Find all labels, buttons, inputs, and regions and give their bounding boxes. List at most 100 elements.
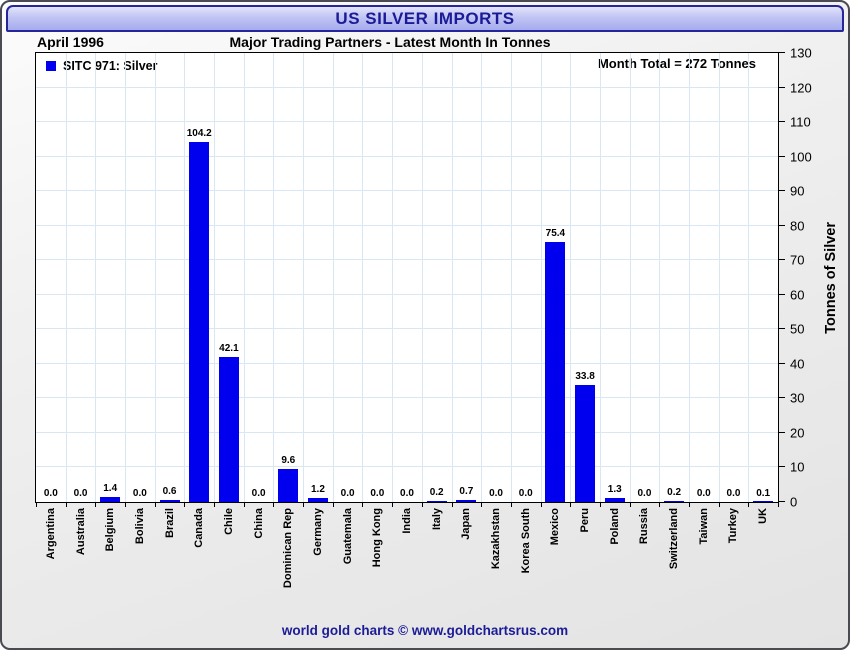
y-axis-tick <box>778 362 785 364</box>
x-axis-tick <box>659 502 661 507</box>
bar-value-label: 0.0 <box>518 488 533 499</box>
x-axis-tick <box>125 502 127 507</box>
y-axis-tick-label: 130 <box>790 45 812 61</box>
y-axis-tick <box>778 190 785 192</box>
bar <box>278 468 299 502</box>
gridline-vertical <box>540 53 542 502</box>
x-axis-tick <box>332 502 334 507</box>
y-axis-tick-label: 50 <box>790 321 805 337</box>
gridline-vertical <box>95 53 97 502</box>
bar-value-label: 0.0 <box>340 488 355 499</box>
gridline-vertical <box>184 53 186 502</box>
gridline-vertical <box>243 53 245 502</box>
x-axis-tick <box>303 502 305 507</box>
y-axis-tick-label: 70 <box>790 252 805 268</box>
x-axis-tick <box>154 502 156 507</box>
bar-value-label: 0.0 <box>489 488 503 499</box>
x-axis-category-label: Belgium <box>104 508 117 552</box>
bar <box>575 385 596 502</box>
gridline-vertical <box>65 53 67 502</box>
x-axis-category-label: Poland <box>608 508 621 545</box>
y-axis-tick-label: 30 <box>790 390 805 406</box>
gridline-vertical <box>570 53 572 502</box>
gridline-horizontal <box>36 431 778 433</box>
period-label: April 1996 <box>37 34 104 50</box>
bar-value-label: 0.1 <box>756 487 771 499</box>
gridline-vertical <box>718 53 720 502</box>
x-axis-tick <box>184 502 186 507</box>
bar-value-label: 0.0 <box>637 488 652 499</box>
page-title: US SILVER IMPORTS <box>335 8 515 28</box>
y-axis-tick-label: 80 <box>790 218 805 234</box>
gridline-horizontal <box>36 362 778 364</box>
gridline-vertical <box>214 53 216 502</box>
gridline-horizontal <box>36 293 778 295</box>
gridline-horizontal <box>36 328 778 330</box>
bar-value-label: 104.2 <box>186 128 212 140</box>
y-axis-tick <box>778 259 785 261</box>
y-axis-tick-label: 60 <box>790 287 805 303</box>
gridline-horizontal <box>36 466 778 468</box>
gridline-vertical <box>599 53 601 502</box>
gridline-vertical <box>481 53 483 502</box>
gridline-horizontal <box>36 190 778 192</box>
bar-value-label: 42.1 <box>219 342 239 354</box>
bar-value-label: 1.2 <box>311 483 325 495</box>
legend-swatch-icon <box>46 61 56 71</box>
gridline-vertical <box>332 53 334 502</box>
gridline-vertical <box>421 53 423 502</box>
x-axis-category-label: Italy <box>430 508 443 531</box>
x-axis-category-label: Japan <box>460 508 473 540</box>
bar-value-label: 0.0 <box>696 488 711 499</box>
bar-value-label: 1.3 <box>607 483 622 495</box>
x-axis-category-label: Guatemala <box>341 508 354 565</box>
bar-value-label: 0.0 <box>43 488 58 499</box>
x-axis-category-label: Turkey <box>727 508 740 544</box>
y-axis-tick-label: 20 <box>790 425 805 441</box>
month-total-annotation: Month Total = 272 Tonnes <box>597 56 756 71</box>
y-axis-tick <box>778 224 785 226</box>
x-axis-tick <box>718 502 720 507</box>
title-bar: US SILVER IMPORTS <box>6 5 844 32</box>
x-axis-category-label: UK <box>757 508 770 524</box>
bar-value-label: 0.0 <box>726 488 741 499</box>
y-axis-tick <box>778 52 785 53</box>
x-axis-category-label: Argentina <box>44 508 57 560</box>
x-axis-category-label: Canada <box>193 508 206 548</box>
gridline-vertical <box>510 53 512 502</box>
x-axis-tick <box>451 502 453 507</box>
x-axis-tick <box>95 502 97 507</box>
x-axis-tick <box>362 502 364 507</box>
bar-value-label: 0.0 <box>73 488 88 499</box>
x-axis-tick <box>214 502 216 507</box>
x-axis-tick <box>599 502 601 507</box>
bar <box>753 501 774 502</box>
bar-value-label: 9.6 <box>281 454 296 466</box>
x-axis-tick <box>688 502 690 507</box>
x-axis-tick <box>510 502 512 507</box>
y-axis-tick <box>778 501 785 502</box>
y-axis-tick-label: 100 <box>790 149 812 165</box>
y-axis-tick-label: 0 <box>790 494 798 510</box>
bar <box>604 497 625 502</box>
x-axis-tick <box>421 502 423 507</box>
y-axis-tick <box>778 328 785 330</box>
gridline-vertical <box>303 53 305 502</box>
gridline-vertical <box>748 53 750 502</box>
bar <box>456 499 477 502</box>
bar <box>664 501 685 502</box>
gridline-vertical <box>659 53 661 502</box>
x-axis-tick <box>629 502 631 507</box>
x-axis-category-label: Korea South <box>519 508 532 574</box>
bar <box>307 497 328 502</box>
x-axis-tick <box>243 502 245 507</box>
gridline-horizontal <box>36 224 778 226</box>
x-axis-category-label: Brazil <box>163 508 176 538</box>
x-axis-tick <box>273 502 275 507</box>
bar-value-label: 0.0 <box>400 488 414 499</box>
gridline-vertical <box>154 53 156 502</box>
bar <box>218 356 239 502</box>
x-axis-category-label: Peru <box>579 508 592 533</box>
y-axis-title: Tonnes of Silver <box>823 221 839 334</box>
